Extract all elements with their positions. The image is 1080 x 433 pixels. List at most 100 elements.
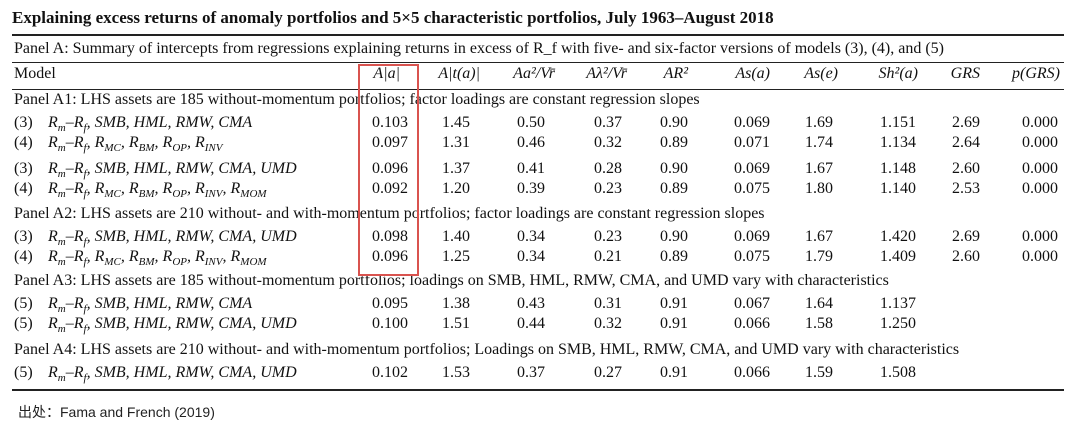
table-cell: 2.69: [952, 114, 980, 131]
model-number: (5): [14, 295, 33, 312]
table-cell: 1.137: [880, 295, 916, 312]
source-note: 出处：Fama and French (2019): [18, 404, 215, 420]
model-factors: Rm–Rf, SMB, HML, RMW, CMA, UMD: [48, 160, 297, 181]
table-cell: 0.066: [734, 364, 770, 381]
model-factors: Rm–Rf, RMC, RBM, ROP, RINV, RMOM: [48, 248, 267, 269]
table-cell: 0.075: [734, 248, 770, 265]
table-cell: 0.097: [372, 134, 408, 151]
table-cell: 0.89: [660, 248, 688, 265]
table-cell: 0.27: [594, 364, 622, 381]
table-cell: 2.53: [952, 180, 980, 197]
column-header: As(a): [735, 65, 770, 82]
table-cell: 0.21: [594, 248, 622, 265]
panel-a-heading: Panel A: Summary of intercepts from regr…: [14, 40, 944, 57]
table-cell: 2.60: [952, 248, 980, 265]
table-cell: 0.90: [660, 160, 688, 177]
table-row: (3) Rm–Rf, SMB, HML, RMW, CMA 0.103 1.45 0.5…: [0, 114, 1080, 134]
table-row: (5) Rm–Rf, SMB, HML, RMW, CMA, UMD 0.102 1.…: [0, 364, 1080, 384]
table-cell: 1.250: [880, 315, 916, 332]
table-cell: 0.075: [734, 180, 770, 197]
column-header: Aa²/Vr̄: [513, 65, 555, 82]
table-row: (4) Rm–Rf, RMC, RBM, ROP, RINV, RMOM 0.092…: [0, 180, 1080, 200]
table-cell: 0.34: [517, 228, 545, 245]
panel-section-label: Panel A4: LHS assets are 210 without- an…: [14, 341, 960, 358]
table-cell: 1.148: [880, 160, 916, 177]
table-cell: 0.23: [594, 180, 622, 197]
table-cell: 1.151: [880, 114, 916, 131]
model-factors: Rm–Rf, SMB, HML, RMW, CMA, UMD: [48, 364, 297, 385]
table-cell: 0.89: [660, 134, 688, 151]
model-factors: Rm–Rf, RMC, RBM, ROP, RINV, RMOM: [48, 180, 267, 201]
table-cell: 0.103: [372, 114, 408, 131]
column-header: Sh²(a): [878, 65, 918, 82]
table-cell: 0.28: [594, 160, 622, 177]
table-cell: 1.67: [805, 160, 833, 177]
table-cell: 1.20: [442, 180, 470, 197]
table-cell: 0.32: [594, 315, 622, 332]
table-cell: 1.74: [805, 134, 833, 151]
model-factors: Rm–Rf, SMB, HML, RMW, CMA, UMD: [48, 315, 297, 336]
table-cell: 0.91: [660, 295, 688, 312]
table-row: (3) Rm–Rf, SMB, HML, RMW, CMA, UMD 0.098 1.…: [0, 228, 1080, 248]
table-cell: 1.64: [805, 295, 833, 312]
table-row: (4) Rm–Rf, RMC, RBM, ROP, RINV, RMOM 0.096…: [0, 248, 1080, 268]
model-factors: Rm–Rf, RMC, RBM, ROP, RINV: [48, 134, 223, 155]
table-cell: 0.000: [1022, 134, 1058, 151]
table-cell: 0.066: [734, 315, 770, 332]
table-cell: 1.25: [442, 248, 470, 265]
table-cell: 2.60: [952, 160, 980, 177]
highlight-box-a-abs-a: [358, 64, 419, 276]
column-header: GRS: [950, 65, 980, 82]
table-cell: 1.134: [880, 134, 916, 151]
column-header: A|a|: [373, 65, 400, 82]
column-header: A|t(a)|: [438, 65, 480, 82]
table-cell: 0.46: [517, 134, 545, 151]
table-cell: 0.098: [372, 228, 408, 245]
column-header: Aλ²/Vr̄: [586, 65, 627, 82]
table-cell: 0.000: [1022, 228, 1058, 245]
table-cell: 0.90: [660, 114, 688, 131]
model-factors: Rm–Rf, SMB, HML, RMW, CMA: [48, 295, 253, 316]
table-row: (5) Rm–Rf, SMB, HML, RMW, CMA, UMD 0.100 1.…: [0, 315, 1080, 335]
table-cell: 0.069: [734, 160, 770, 177]
table-row: (3) Rm–Rf, SMB, HML, RMW, CMA, UMD 0.096 1.…: [0, 160, 1080, 180]
table-cell: 1.37: [442, 160, 470, 177]
table-cell: 1.31: [442, 134, 470, 151]
table-cell: 0.43: [517, 295, 545, 312]
table-cell: 1.80: [805, 180, 833, 197]
header-top-rule: [12, 62, 1064, 63]
table-cell: 0.096: [372, 160, 408, 177]
table-cell: 1.508: [880, 364, 916, 381]
top-rule: [12, 34, 1064, 36]
column-header: As(e): [804, 65, 838, 82]
model-number: (4): [14, 180, 33, 197]
model-number: (4): [14, 134, 33, 151]
table-cell: 0.000: [1022, 160, 1058, 177]
table-cell: 0.000: [1022, 114, 1058, 131]
table-cell: 0.23: [594, 228, 622, 245]
table-cell: 0.37: [594, 114, 622, 131]
table-cell: 0.89: [660, 180, 688, 197]
table-cell: 0.102: [372, 364, 408, 381]
table-cell: 0.096: [372, 248, 408, 265]
model-number: (3): [14, 160, 33, 177]
table-cell: 0.067: [734, 295, 770, 312]
header-bottom-rule: [12, 89, 1064, 90]
panel-section-label: Panel A1: LHS assets are 185 without-mom…: [14, 91, 700, 108]
table-cell: 1.140: [880, 180, 916, 197]
model-factors: Rm–Rf, SMB, HML, RMW, CMA: [48, 114, 253, 135]
table-cell: 1.53: [442, 364, 470, 381]
table-cell: 1.45: [442, 114, 470, 131]
bottom-rule: [12, 389, 1064, 391]
model-number: (4): [14, 248, 33, 265]
table-cell: 0.32: [594, 134, 622, 151]
table-cell: 1.58: [805, 315, 833, 332]
table-title: Explaining excess returns of anomaly por…: [12, 8, 774, 27]
table-cell: 0.071: [734, 134, 770, 151]
table-cell: 0.41: [517, 160, 545, 177]
table-cell: 2.69: [952, 228, 980, 245]
table-cell: 1.69: [805, 114, 833, 131]
table-cell: 0.069: [734, 228, 770, 245]
table-cell: 0.092: [372, 180, 408, 197]
table-cell: 0.91: [660, 315, 688, 332]
